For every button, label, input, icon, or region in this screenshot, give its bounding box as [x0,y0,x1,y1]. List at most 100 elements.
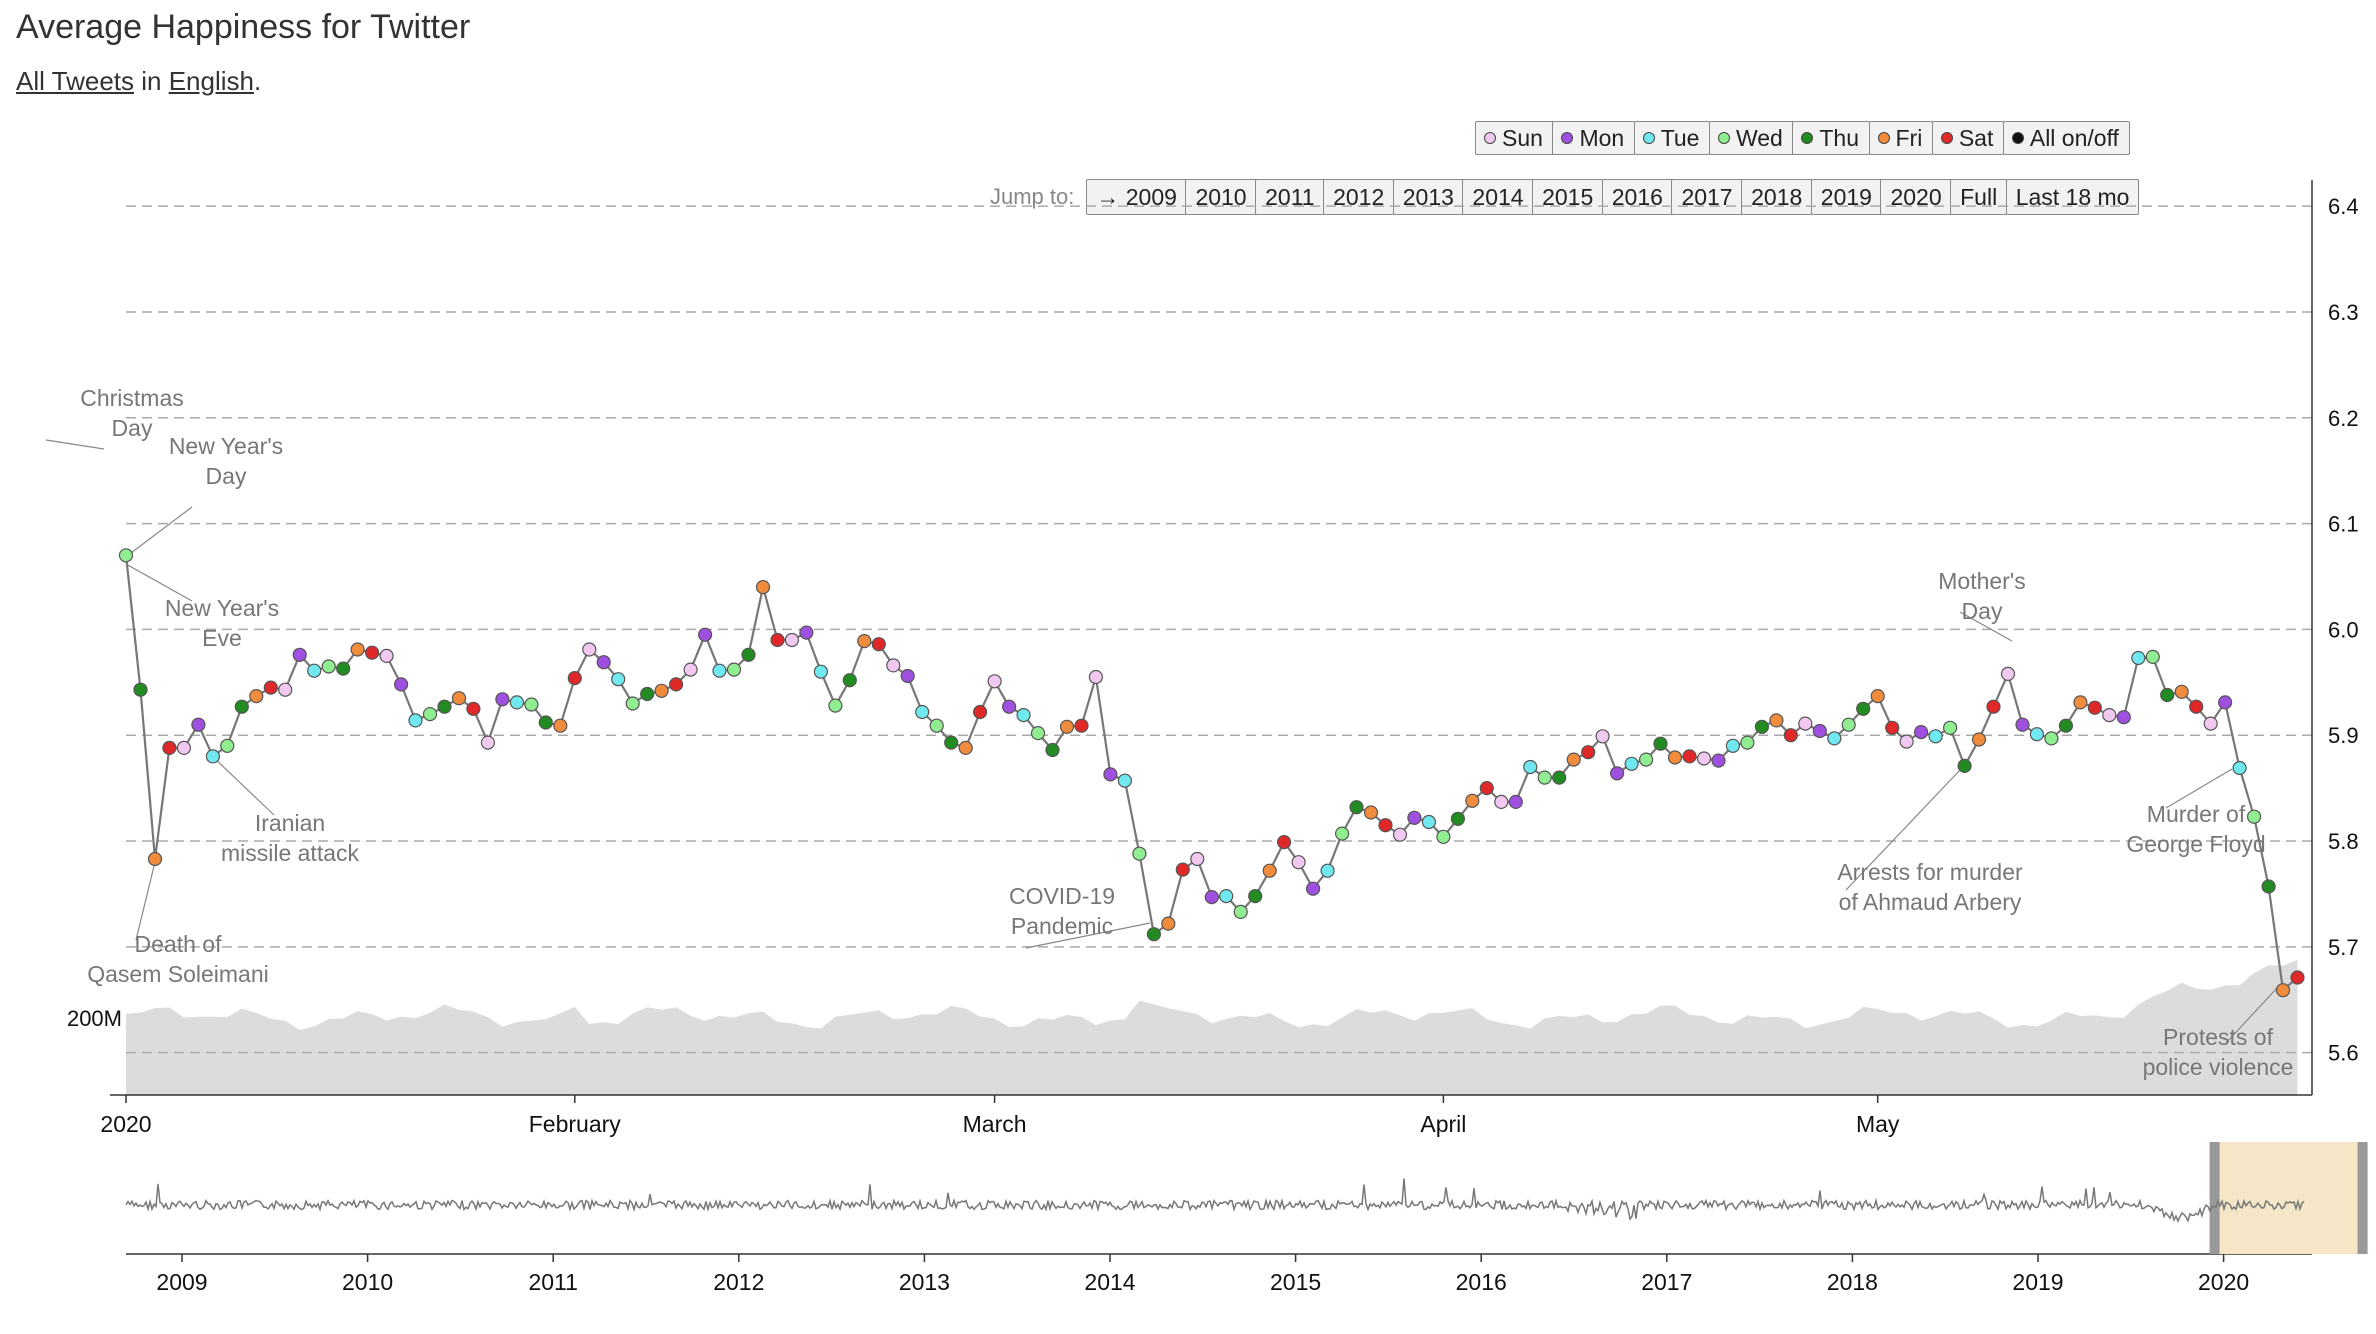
data-point [495,692,510,707]
data-point [1349,800,1364,815]
data-point [1233,904,1248,920]
y-tick-label: 6.3 [2328,300,2359,325]
data-point [1971,732,1987,747]
annotation-new-year-s-eve: New Year's Eve [165,595,279,651]
data-point [2160,687,2175,703]
jump-button-2011[interactable]: 2011 [1255,179,1325,215]
legend-label: Tue [1660,124,1700,151]
overview-tick-label: 2011 [528,1269,577,1295]
data-point [2290,970,2305,985]
jump-button-2014[interactable]: 2014 [1462,179,1534,215]
data-point [1248,888,1263,904]
data-point [625,696,640,711]
annotation-leader [1959,611,2013,642]
data-point [1421,814,1437,830]
data-point [944,735,959,750]
legend-toggle-all-on-off[interactable]: All on/off [2002,121,2130,155]
data-point [2116,710,2131,725]
jump-button-2019[interactable]: 2019 [1810,179,1882,215]
data-point [1566,752,1581,767]
overview-tick-label: 2016 [1456,1269,1507,1295]
data-point [205,749,220,764]
jump-button-2017[interactable]: 2017 [1671,179,1743,215]
jump-label: Jump to: [990,184,1075,209]
jump-button-last-18-mo[interactable]: Last 18 mo [2005,179,2140,215]
jump-button-2010[interactable]: 2010 [1185,179,1257,215]
data-point [886,658,901,673]
data-point [1581,745,1596,760]
annotation-christmas-day: Christmas Day [80,385,184,441]
data-point [1378,818,1393,833]
data-point [1827,731,1842,746]
annotation-leader [126,506,193,557]
legend-toggle-thu[interactable]: Thu [1792,121,1870,155]
data-point [654,683,669,698]
legend-dot-icon [1877,132,1890,144]
jump-button-2013[interactable]: 2013 [1392,179,1464,215]
data-point [437,699,452,714]
overview-tick-label: 2013 [899,1269,950,1295]
data-point [1001,699,1017,714]
data-point [1465,793,1480,808]
data-point [915,704,930,720]
data-point [1740,735,1755,750]
tweets-filter-link[interactable]: All Tweets [16,66,135,96]
data-point [2044,731,2059,746]
jump-button-full[interactable]: Full [1950,179,2008,215]
y-tick-label: 5.8 [2328,829,2359,854]
legend-dot-icon [1642,132,1655,144]
data-point [2174,684,2189,699]
data-point [2232,760,2247,776]
data-point [336,661,351,676]
legend-toggle-sat[interactable]: Sat [1931,121,2005,155]
data-point [1913,724,1929,740]
jump-button-2016[interactable]: 2016 [1601,179,1673,215]
legend-toggle-tue[interactable]: Tue [1633,121,1711,155]
jump-button-2015[interactable]: 2015 [1532,179,1604,215]
language-link[interactable]: English [168,66,254,96]
data-point [1117,773,1133,788]
overview-tick-label: 2012 [713,1269,764,1295]
legend-dot-icon [1717,132,1730,144]
data-point [1653,736,1668,751]
y-tick-label: 6.0 [2328,617,2359,642]
data-point [1609,766,1625,781]
data-point [1986,699,2001,714]
data-point [1682,749,1697,764]
data-point [220,738,235,753]
data-point [118,548,134,563]
data-point [900,668,915,684]
legend-toggle-wed[interactable]: Wed [1708,121,1794,155]
data-point [668,677,684,692]
x-tick-label: 2020 [100,1111,151,1137]
data-point [480,735,495,750]
data-point [278,682,293,697]
legend-toggle-fri[interactable]: Fri [1868,121,1934,155]
data-point [538,715,553,730]
data-point [2073,695,2088,710]
overview-tick-label: 2020 [2198,1269,2249,1295]
annotation-arrests-for-murder-of-ahmaud-arbery: Arrests for murder of Ahmaud Arbery [1837,859,2023,915]
legend-toggle-sun[interactable]: Sun [1475,121,1554,155]
overview-tick-label: 2018 [1827,1269,1878,1295]
data-point [2247,809,2262,824]
jump-button-2009[interactable]: → 2009 [1086,179,1187,215]
jump-button-2018[interactable]: 2018 [1741,179,1813,215]
jump-button-2012[interactable]: 2012 [1323,179,1395,215]
jump-button-2020[interactable]: 2020 [1880,179,1952,215]
page-title: Average Happiness for Twitter [16,8,471,46]
annotation-leader [125,563,193,602]
data-point [712,663,727,678]
data-point [1508,794,1523,810]
data-point [147,851,163,867]
legend-toggle-mon[interactable]: Mon [1552,121,1636,155]
overview-selection [2213,1142,2366,1254]
data-point [1363,805,1379,820]
data-point [2261,879,2276,894]
data-point [987,674,1002,689]
data-point [640,686,655,702]
volume-label: 200M [67,1006,122,1031]
data-point [972,704,988,720]
data-point [1204,889,1219,905]
annotation-covid-19-pandemic: COVID-19 Pandemic [1009,883,1115,939]
